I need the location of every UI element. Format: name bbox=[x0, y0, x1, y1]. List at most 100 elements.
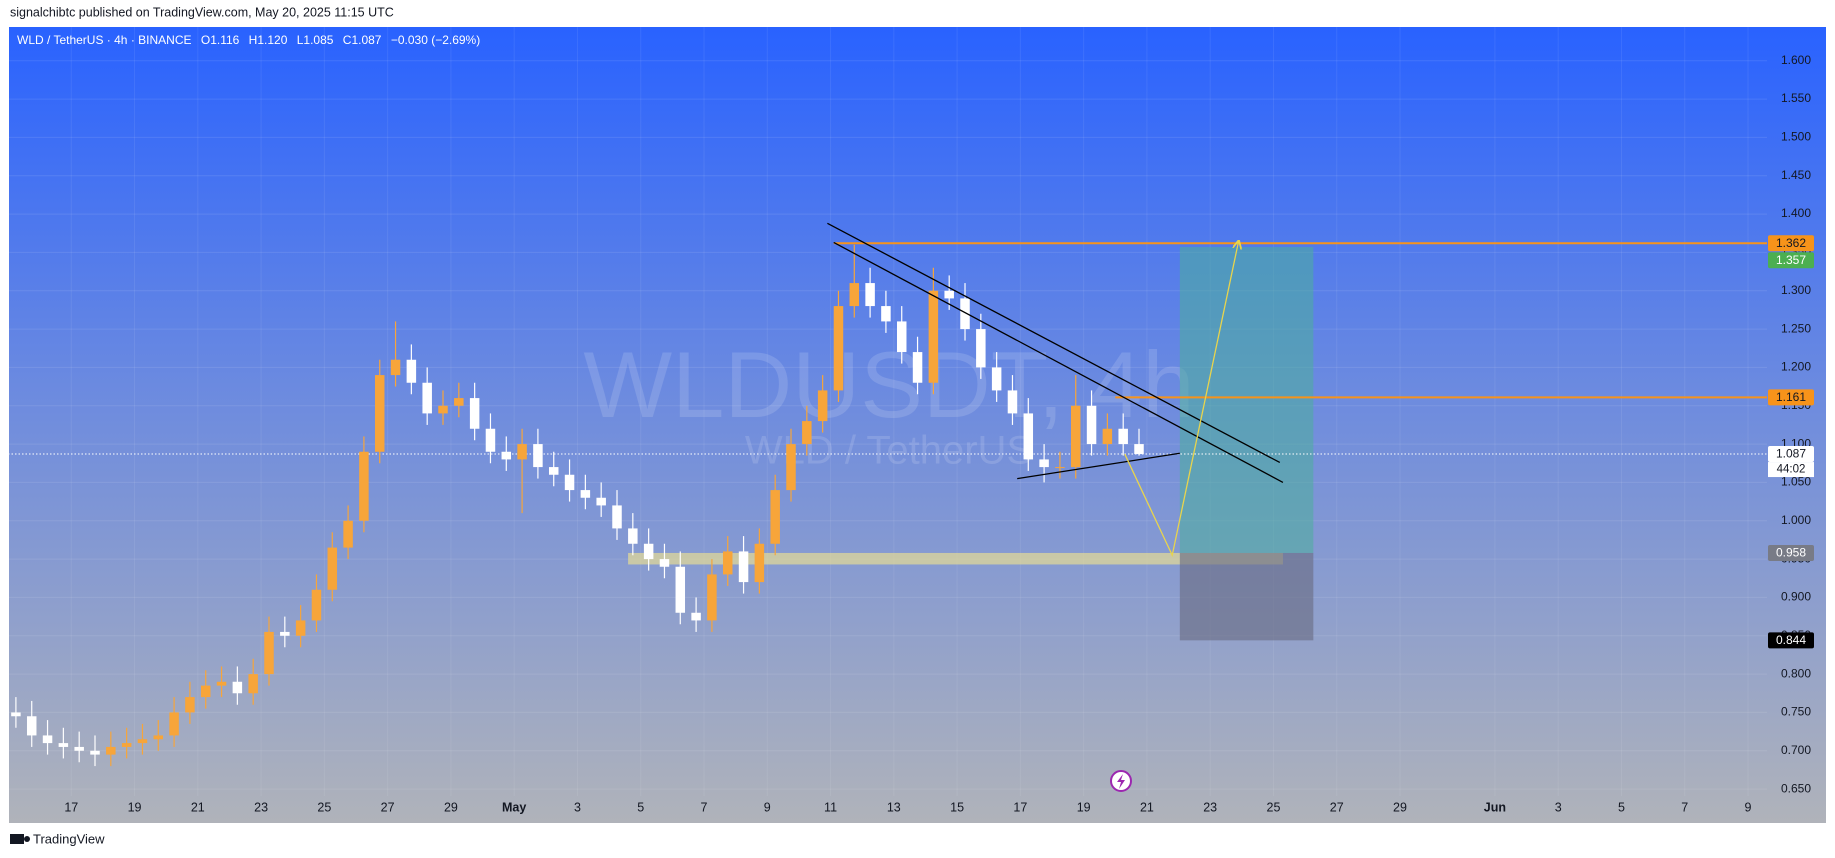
candle-body bbox=[90, 750, 100, 755]
candle-body bbox=[390, 359, 401, 376]
change: −0.030 (−2.69%) bbox=[391, 33, 480, 47]
candle-body bbox=[1039, 459, 1049, 468]
candle-body bbox=[454, 398, 464, 406]
x-tick-label: 21 bbox=[191, 800, 205, 814]
countdown-bg bbox=[1768, 462, 1814, 478]
x-tick-label: 13 bbox=[887, 800, 901, 814]
candle-body bbox=[469, 398, 480, 429]
candle-body bbox=[643, 543, 654, 560]
candle-body bbox=[770, 490, 780, 544]
candle-body bbox=[153, 735, 164, 740]
candle-body bbox=[1007, 390, 1018, 414]
plot-area bbox=[9, 27, 1767, 796]
trend-line bbox=[1017, 452, 1180, 480]
ohlc-value: 1.085 bbox=[303, 33, 333, 47]
candle-body bbox=[1102, 428, 1113, 445]
x-tick-label: 5 bbox=[637, 800, 644, 814]
candle-body bbox=[802, 421, 812, 445]
candle-body bbox=[58, 743, 69, 747]
x-tick-label: 7 bbox=[701, 800, 708, 814]
candle-body bbox=[564, 474, 575, 491]
candle-body bbox=[406, 359, 417, 383]
y-tick-label: 1.450 bbox=[1781, 168, 1811, 182]
candle-body bbox=[42, 735, 53, 744]
candle-body bbox=[280, 631, 290, 636]
candle-body bbox=[1055, 467, 1065, 469]
y-tick-label: 1.000 bbox=[1781, 513, 1811, 527]
loss-zone bbox=[1179, 552, 1314, 641]
price-label: 0.958 bbox=[1776, 546, 1806, 560]
y-tick-label: 0.650 bbox=[1781, 781, 1811, 795]
candle-body bbox=[485, 428, 496, 452]
x-tick-label: 15 bbox=[950, 800, 964, 814]
candle-body bbox=[754, 543, 765, 583]
candle-body bbox=[232, 681, 243, 694]
y-tick-label: 1.300 bbox=[1781, 283, 1811, 297]
candle-body bbox=[74, 746, 84, 751]
x-tick-label: 3 bbox=[574, 800, 581, 814]
alert-icon[interactable] bbox=[1110, 770, 1132, 792]
candle-body bbox=[881, 306, 891, 322]
x-tick-label: 25 bbox=[1267, 800, 1281, 814]
candle-body bbox=[912, 352, 923, 383]
candle-body bbox=[1070, 405, 1081, 468]
candle-body bbox=[422, 382, 432, 414]
price-label: 1.362 bbox=[1776, 236, 1806, 250]
x-tick-label: 23 bbox=[254, 800, 268, 814]
candle-body bbox=[675, 566, 686, 613]
candle-body bbox=[659, 559, 670, 567]
x-tick-label: 23 bbox=[1203, 800, 1217, 814]
y-tick-label: 0.700 bbox=[1781, 743, 1811, 757]
candle-body bbox=[137, 739, 148, 744]
candle-body bbox=[106, 746, 116, 755]
candle-body bbox=[517, 444, 527, 460]
support-zone bbox=[628, 552, 1283, 565]
candle-body bbox=[200, 685, 211, 698]
footer-logo[interactable] bbox=[10, 834, 30, 844]
trend-line bbox=[833, 241, 1284, 483]
x-tick-label: 5 bbox=[1618, 800, 1625, 814]
y-tick-label: 0.900 bbox=[1781, 590, 1811, 604]
candle-body bbox=[833, 306, 844, 391]
ohlc-value: 1.087 bbox=[351, 33, 381, 47]
price-label-bg bbox=[1768, 632, 1814, 649]
ohlc-label: C bbox=[343, 33, 352, 47]
profit-zone bbox=[1179, 247, 1314, 553]
ohlc-label: H bbox=[249, 33, 258, 47]
price-label-bg bbox=[1768, 544, 1814, 561]
candle-body bbox=[295, 620, 306, 636]
symbol: WLD / TetherUS · 4h · BINANCE bbox=[17, 33, 192, 47]
candle-body bbox=[707, 574, 717, 621]
ohlc-label: O bbox=[201, 33, 210, 47]
ohlc-label: L bbox=[297, 33, 304, 47]
y-tick-label: 1.250 bbox=[1781, 321, 1811, 335]
y-tick-label: 1.050 bbox=[1781, 475, 1811, 489]
candle-body bbox=[248, 674, 258, 694]
candle-body bbox=[501, 451, 512, 460]
candle-body bbox=[991, 367, 1002, 391]
trend-line bbox=[1124, 241, 1239, 558]
y-tick-label: 0.750 bbox=[1781, 705, 1811, 719]
y-tick-label: 0.800 bbox=[1781, 666, 1811, 680]
x-tick-label: 17 bbox=[1013, 800, 1027, 814]
y-tick-label: 1.200 bbox=[1781, 360, 1811, 374]
publish-info: signalchibtc published on TradingView.co… bbox=[10, 5, 394, 19]
x-tick-label: 19 bbox=[1077, 800, 1091, 814]
candle-body bbox=[628, 528, 638, 544]
candle-body bbox=[327, 547, 338, 590]
trend-line bbox=[827, 222, 1281, 464]
chart-background bbox=[9, 27, 1826, 823]
x-tick-label: 7 bbox=[1681, 800, 1688, 814]
ohlc-value: 1.120 bbox=[257, 33, 287, 47]
x-tick-label: 25 bbox=[317, 800, 331, 814]
x-tick-label: 27 bbox=[381, 800, 395, 814]
candle-body bbox=[976, 329, 986, 368]
candle-body bbox=[596, 497, 606, 506]
price-label-bg bbox=[1768, 389, 1814, 406]
candle-body bbox=[786, 444, 796, 491]
candle-body bbox=[722, 551, 733, 575]
candle-body bbox=[896, 321, 907, 353]
x-tick-label: Jun bbox=[1484, 800, 1506, 814]
x-tick-label: 11 bbox=[824, 800, 837, 814]
